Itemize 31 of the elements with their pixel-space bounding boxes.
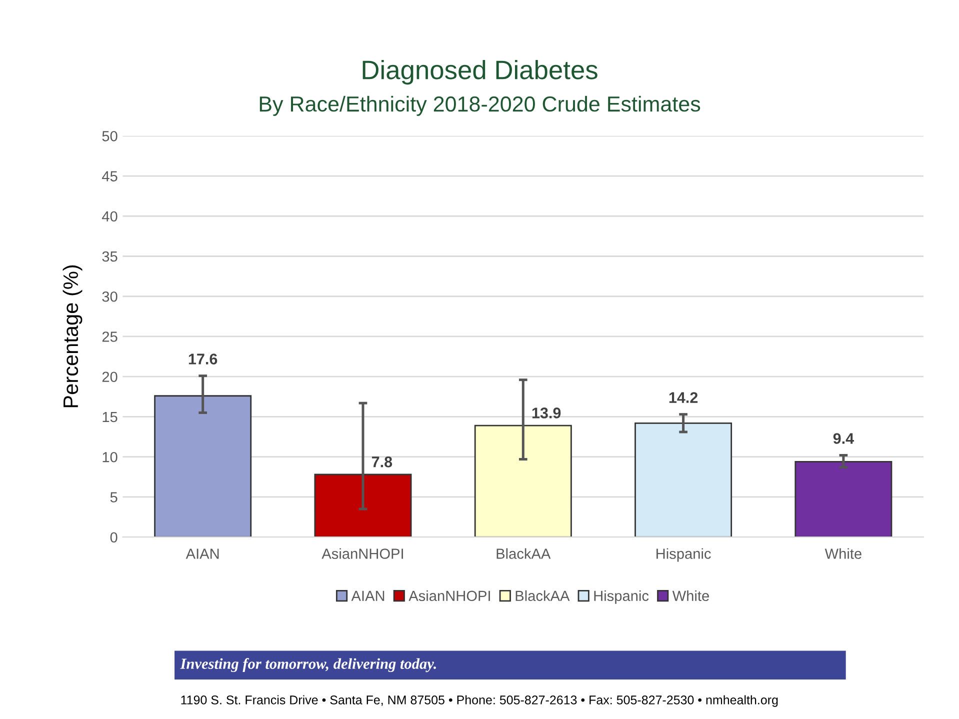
y-tick-label: 30: [102, 291, 118, 302]
x-tick-label: BlackAA: [496, 548, 551, 559]
y-tick-label: 0: [110, 532, 118, 543]
x-tick-label: AIAN: [186, 548, 219, 559]
y-tick-label: 5: [110, 492, 118, 502]
data-label: 7.8: [372, 456, 392, 468]
y-tick-label: 25: [102, 332, 118, 342]
data-label: 14.2: [669, 392, 698, 403]
legend-label: White: [672, 590, 709, 602]
legend-label: AsianNHOPI: [408, 590, 490, 602]
y-tick-label: 40: [102, 211, 118, 222]
x-tick-label: White: [824, 548, 862, 559]
y-tick-label: 35: [102, 251, 118, 262]
chart-subtitle: By Race/Ethnicity 2018-2020 Crude Estimates: [260, 96, 700, 116]
legend-label: Hispanic: [594, 590, 649, 604]
y-tick-label: 15: [102, 412, 118, 422]
data-label: 9.4: [833, 433, 854, 444]
text: Investing for tomorrow, delivering today.: [180, 658, 436, 672]
y-tick-label: 20: [102, 372, 118, 382]
legend-label: BlackAA: [516, 590, 570, 602]
data-label: 17.6: [188, 354, 218, 364]
text: 1190 S. St. Francis Drive • Santa Fe, NM 87505 • Phone: 505-827-2613 • Fax: 505-827-2530 • nmhealth.org: [181, 695, 778, 707]
chart-title: Diagnosed Diabetes: [362, 60, 598, 85]
data-label: 13.9: [532, 408, 561, 418]
legend-label: AIAN: [351, 590, 384, 601]
x-tick-label: AsianNHOPI: [322, 548, 403, 559]
x-tick-label: Hispanic: [656, 548, 711, 562]
y-tick-label: 45: [102, 171, 118, 182]
y-tick-label: 10: [102, 452, 118, 462]
y-tick-label: 50: [102, 130, 118, 142]
y-axis-title: Percentage (%): [62, 265, 82, 408]
